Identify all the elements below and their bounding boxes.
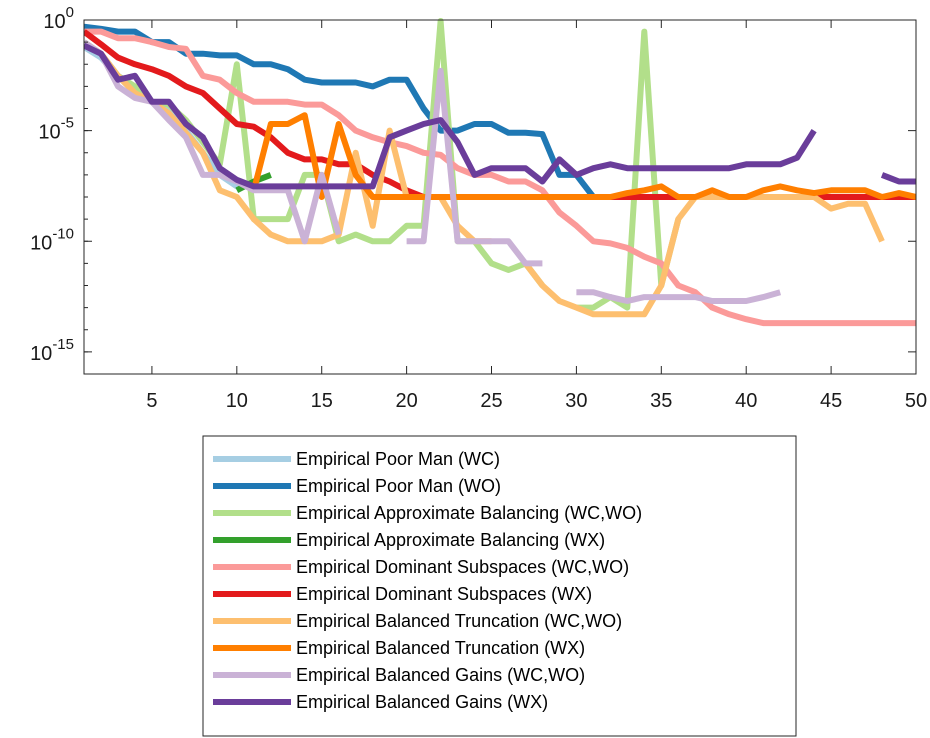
x-tick-label: 20 [395,390,417,412]
x-tick-label: 10 [226,390,248,412]
series-line-9-seg-3 [576,289,782,304]
legend-label: Empirical Poor Man (WO) [296,476,501,496]
legend-label: Empirical Approximate Balancing (WC,WO) [296,503,642,523]
legend-label: Empirical Balanced Gains (WX) [296,692,548,712]
x-tick-label: 25 [480,390,502,412]
x-tick-label: 30 [565,390,587,412]
legend-box [202,435,797,737]
series-line-10-seg-1 [84,42,817,190]
legend-label: Empirical Dominant Subspaces (WX) [296,584,592,604]
series-line-7-seg-2 [523,194,885,318]
x-tick-label: 35 [650,390,672,412]
x-tick-label: 5 [146,390,157,412]
legend-label: Empirical Balanced Gains (WC,WO) [296,665,585,685]
series-line-10-seg-2 [880,172,916,185]
legend-label: Empirical Poor Man (WC) [296,449,500,469]
x-tick-label: 50 [905,390,927,412]
y-tick-label: 10-10 [30,225,74,254]
legend-label: Empirical Approximate Balancing (WX) [296,530,605,550]
series-line-9-seg-2 [406,67,543,267]
axes: 5 10 15 20 25 30 35 40 45 50 10-15 10-10 10-5 100 [30,4,927,412]
y-tick-label: 100 [43,4,74,33]
x-tick-label: 40 [735,390,757,412]
y-tick-label: 10-15 [30,336,74,365]
legend-label: Empirical Balanced Truncation (WX) [296,638,585,658]
series-line-9-seg-1 [84,39,342,245]
x-tick-label: 15 [311,390,333,412]
legend-label: Empirical Balanced Truncation (WC,WO) [296,611,622,631]
legend: Empirical Poor Man (WC) Empirical Poor Ma… [202,435,797,737]
plot-area [84,18,916,327]
x-tick-label: 45 [820,390,842,412]
series-line-5 [84,28,916,327]
legend-label: Empirical Dominant Subspaces (WC,WO) [296,557,629,577]
y-tick-label: 10-5 [38,115,74,144]
